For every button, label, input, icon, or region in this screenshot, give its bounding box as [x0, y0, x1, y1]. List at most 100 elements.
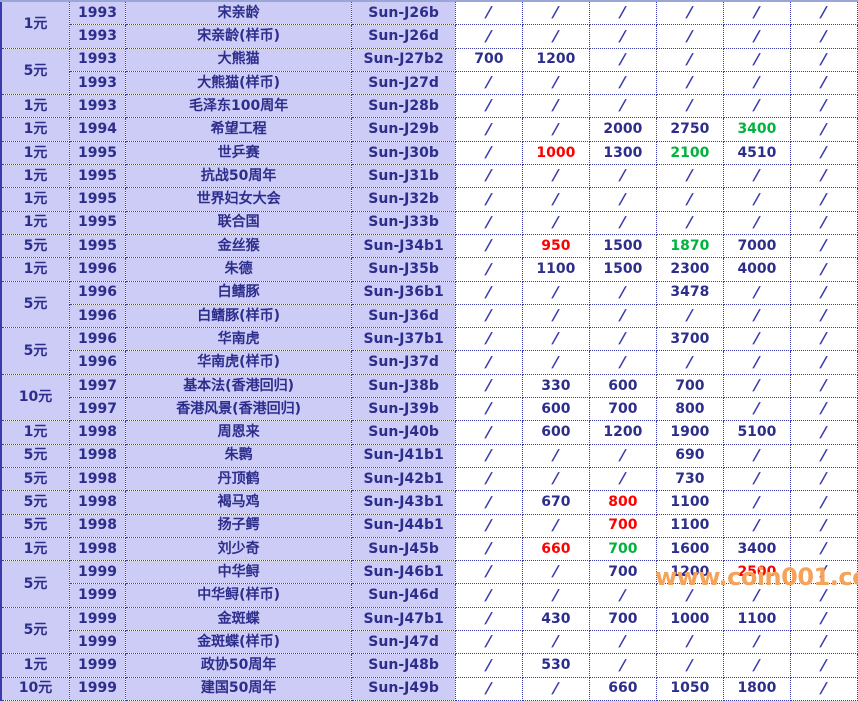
- cell-price: /: [790, 327, 858, 352]
- no-data-slash: /: [485, 492, 493, 511]
- cell-price: 730: [656, 467, 724, 492]
- no-data-slash: /: [485, 119, 493, 138]
- no-data-slash: /: [485, 352, 493, 371]
- cell-catalog-code: Sun-J45b: [351, 537, 456, 562]
- no-data-slash: /: [686, 73, 694, 92]
- cell-catalog-code: Sun-J39b: [351, 397, 456, 422]
- cell-price: /: [455, 164, 523, 189]
- cell-year: 1996: [69, 350, 126, 375]
- no-data-slash: /: [820, 422, 828, 441]
- no-data-slash: /: [753, 73, 761, 92]
- price-value: 330: [541, 377, 571, 394]
- no-data-slash: /: [552, 306, 560, 325]
- price-value: 660: [541, 540, 571, 557]
- no-data-slash: /: [820, 26, 828, 45]
- cell-catalog-code: Sun-J47d: [351, 630, 456, 655]
- no-data-slash: /: [619, 166, 627, 185]
- no-data-slash: /: [552, 515, 560, 534]
- cell-price: 800: [589, 490, 657, 515]
- price-value: 1100: [670, 494, 710, 511]
- no-data-slash: /: [820, 49, 828, 68]
- cell-year: 1995: [69, 211, 126, 235]
- no-data-slash: /: [753, 212, 761, 231]
- cell-price: /: [522, 1, 590, 26]
- cell-coin-name: 大熊猫(样币): [125, 71, 353, 96]
- no-data-slash: /: [820, 399, 828, 418]
- price-value: 1100: [536, 261, 576, 278]
- price-value: 1500: [603, 261, 643, 278]
- table-row: 1999 中华鲟(样币) Sun-J46d / / / / / /: [1, 583, 858, 608]
- cell-denomination: 1元: [1, 257, 71, 282]
- no-data-slash: /: [820, 96, 828, 115]
- cell-price: 1100: [723, 607, 791, 632]
- no-data-slash: /: [619, 306, 627, 325]
- cell-denomination: 1元: [1, 211, 71, 235]
- no-data-slash: /: [485, 585, 493, 604]
- cell-catalog-code: Sun-J49b: [351, 677, 456, 701]
- cell-coin-name: 华南虎: [125, 327, 353, 352]
- cell-price: /: [455, 350, 523, 375]
- cell-price: /: [656, 653, 724, 678]
- cell-coin-name: 希望工程: [125, 117, 353, 142]
- no-data-slash: /: [686, 212, 694, 231]
- no-data-slash: /: [552, 189, 560, 208]
- cell-coin-name: 丹顶鹤: [125, 467, 353, 492]
- cell-price: /: [455, 653, 523, 678]
- cell-denomination: 1元: [1, 94, 71, 119]
- cell-year: 1997: [69, 374, 126, 399]
- no-data-slash: /: [820, 469, 828, 488]
- cell-price: /: [589, 444, 657, 468]
- cell-price: /: [589, 211, 657, 235]
- cell-price: /: [723, 653, 791, 678]
- no-data-slash: /: [485, 73, 493, 92]
- table-row: 10元 1997 基本法(香港回归) Sun-J38b / 330 600 700 / /: [1, 374, 858, 422]
- cell-price: /: [455, 583, 523, 608]
- table-row: 5元 1999 金斑蝶 Sun-J47b1 / 430 700 1000 1100 /: [1, 607, 858, 655]
- cell-price: /: [589, 583, 657, 608]
- price-value: 2500: [737, 563, 777, 580]
- cell-price: /: [790, 444, 858, 468]
- cell-price: /: [723, 350, 791, 375]
- cell-price: 600: [589, 374, 657, 399]
- cell-price: /: [656, 71, 724, 96]
- price-value: 1100: [670, 517, 710, 534]
- cell-catalog-code: Sun-J28b: [351, 94, 456, 119]
- price-value: 2300: [670, 261, 710, 278]
- no-data-slash: /: [552, 469, 560, 488]
- no-data-slash: /: [753, 445, 761, 464]
- cell-price: /: [656, 48, 724, 72]
- price-value: 700: [608, 517, 638, 534]
- no-data-slash: /: [686, 49, 694, 68]
- cell-price: /: [455, 1, 523, 26]
- cell-coin-name: 中华鲟: [125, 560, 353, 585]
- cell-price: 7000: [723, 234, 791, 259]
- price-value: 700: [675, 377, 705, 394]
- no-data-slash: /: [820, 352, 828, 371]
- cell-price: 700: [589, 537, 657, 562]
- price-value: 4510: [737, 144, 777, 161]
- cell-catalog-code: Sun-J37d: [351, 350, 456, 375]
- cell-price: 1200: [522, 48, 590, 72]
- cell-price: /: [522, 677, 590, 701]
- cell-price: /: [656, 211, 724, 235]
- cell-coin-name: 香港风景(香港回归): [125, 397, 353, 422]
- cell-price: /: [723, 211, 791, 235]
- cell-year: 1996: [69, 257, 126, 282]
- no-data-slash: /: [552, 678, 560, 697]
- table-row: 5元 1995 金丝猴 Sun-J34b1 / 950 1500 1870 7000 /: [1, 234, 858, 259]
- table-row: 5元 1998 丹顶鹤 Sun-J42b1 / / / 730 / /: [1, 467, 858, 492]
- price-value: 3400: [737, 121, 777, 138]
- no-data-slash: /: [820, 306, 828, 325]
- cell-denomination: 1元: [1, 117, 71, 142]
- no-data-slash: /: [619, 26, 627, 45]
- cell-price: 3478: [656, 281, 724, 305]
- no-data-slash: /: [753, 26, 761, 45]
- no-data-slash: /: [820, 166, 828, 185]
- table-row: 5元 1998 朱鹮 Sun-J41b1 / / / 690 / /: [1, 444, 858, 468]
- table-row: 1元 1994 希望工程 Sun-J29b / / 2000 2750 3400 /: [1, 117, 858, 142]
- no-data-slash: /: [485, 189, 493, 208]
- cell-year: 1998: [69, 490, 126, 515]
- cell-price: /: [656, 187, 724, 212]
- cell-catalog-code: Sun-J36b1: [351, 281, 456, 305]
- price-value: 2750: [670, 121, 710, 138]
